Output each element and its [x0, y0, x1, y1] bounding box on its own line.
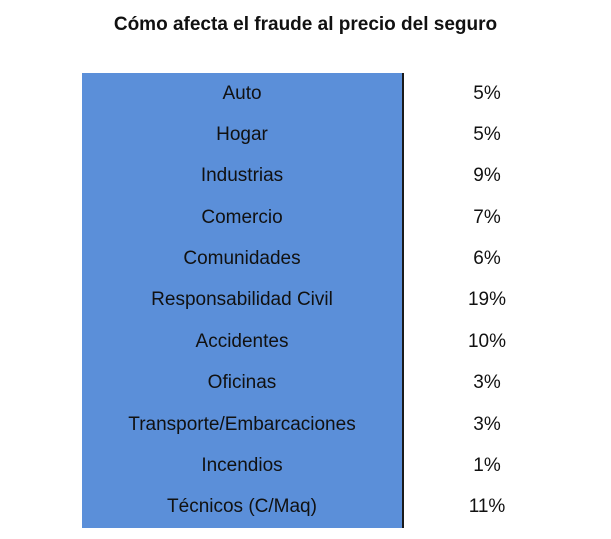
table-row: Accidentes 10%	[82, 321, 570, 362]
value-label: 5%	[473, 124, 501, 146]
table-rows: Auto 5% Hogar 5% Industrias 9% Comercio 7% Comun…	[82, 73, 570, 528]
category-label: Auto	[222, 82, 262, 104]
table-row: Auto 5%	[82, 73, 570, 114]
column-divider	[402, 73, 404, 528]
fraud-table: Auto 5% Hogar 5% Industrias 9% Comercio 7% Comun…	[82, 73, 570, 528]
category-label: Oficinas	[207, 372, 277, 394]
table-row: Incendios 1%	[82, 445, 570, 486]
value-label: 19%	[467, 289, 507, 311]
value-label: 10%	[467, 330, 507, 352]
value-label: 11%	[468, 496, 506, 518]
table-row: Responsabilidad Civil 19%	[82, 280, 570, 321]
category-label: Técnicos (C/Maq)	[167, 496, 317, 518]
value-label: 3%	[473, 372, 501, 394]
category-label: Industrias	[200, 165, 284, 187]
category-column-background	[82, 73, 402, 528]
value-label: 3%	[473, 413, 501, 435]
table-row: Comercio 7%	[82, 197, 570, 238]
category-label: Responsabilidad Civil	[151, 289, 333, 311]
table-row: Transporte/Embarcaciones 3%	[82, 404, 570, 445]
category-label: Accidentes	[195, 330, 289, 352]
value-label: 1%	[473, 454, 501, 476]
category-label: Incendios	[201, 454, 283, 476]
chart-title: Cómo afecta el fraude al precio del segu…	[113, 14, 498, 35]
category-label: Comunidades	[183, 248, 301, 270]
table-row: Técnicos (C/Maq) 11%	[82, 487, 570, 528]
value-label: 7%	[473, 206, 501, 228]
category-label: Comercio	[201, 206, 283, 228]
table-row: Industrias 9%	[82, 156, 570, 197]
value-label: 9%	[473, 165, 501, 187]
value-label: 6%	[473, 248, 501, 270]
category-label: Transporte/Embarcaciones	[128, 413, 356, 435]
value-label: 5%	[473, 82, 501, 104]
table-row: Hogar 5%	[82, 114, 570, 155]
table-row: Oficinas 3%	[82, 363, 570, 404]
category-label: Hogar	[216, 124, 268, 146]
table-row: Comunidades 6%	[82, 238, 570, 279]
